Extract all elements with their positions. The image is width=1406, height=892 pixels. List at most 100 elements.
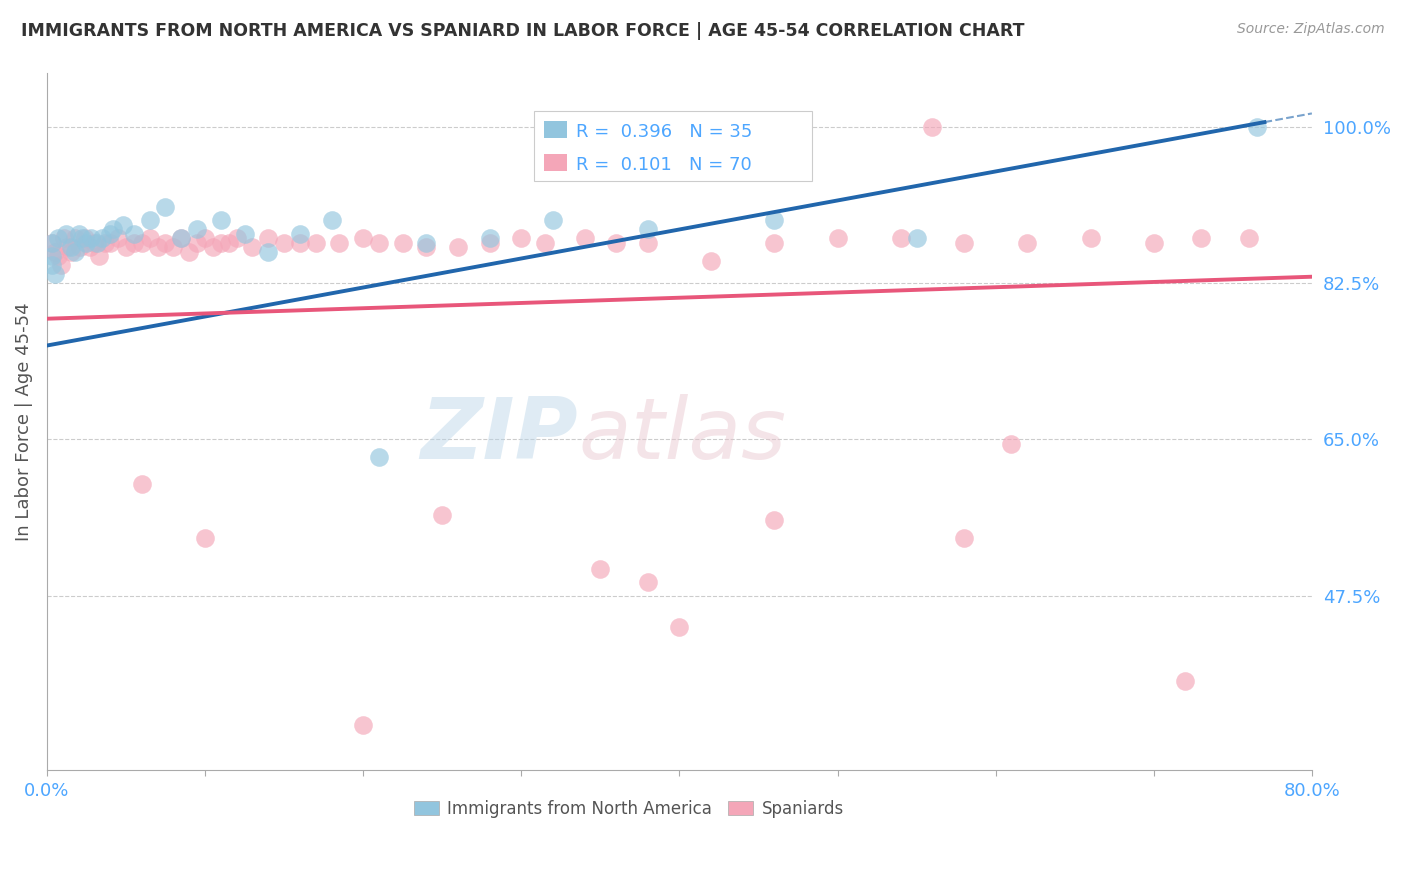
Point [763,213,786,227]
Point [352,231,374,245]
Point [288,227,311,241]
Point [510,231,533,245]
Point [75,235,97,250]
Point [91,231,114,245]
Point [179,244,201,259]
Point [541,213,564,227]
Point [605,235,627,250]
Point [186,235,208,250]
Point [65,244,87,259]
Point [98,227,121,241]
Point [155,235,177,250]
Point [98,235,121,250]
Point [1189,231,1212,245]
Text: R =  0.396   N = 35: R = 0.396 N = 35 [575,123,752,141]
Point [1000,437,1022,451]
Point [115,240,138,254]
Point [1237,231,1260,245]
Point [170,231,193,245]
Point [273,235,295,250]
Point [589,562,612,576]
Point [905,231,928,245]
Point [328,235,350,250]
Point [44,244,66,259]
Point [59,240,82,254]
Text: IMMIGRANTS FROM NORTH AMERICA VS SPANIARD IN LABOR FORCE | AGE 45-54 CORRELATION: IMMIGRANTS FROM NORTH AMERICA VS SPANIAR… [21,22,1025,40]
Point [218,235,240,250]
Point [668,620,690,634]
Point [111,218,134,232]
Point [637,575,659,590]
Point [59,244,82,259]
Point [46,231,69,245]
Text: atlas: atlas [578,394,786,477]
Point [55,227,77,241]
Point [242,240,264,254]
Point [131,477,153,491]
Point [94,235,117,250]
Point [103,222,125,236]
Point [233,227,256,241]
Point [162,240,184,254]
Point [415,240,437,254]
Point [534,235,557,250]
Text: Source: ZipAtlas.com: Source: ZipAtlas.com [1237,22,1385,37]
Point [257,231,280,245]
Point [257,244,280,259]
Point [415,235,437,250]
Point [368,450,391,465]
Point [80,231,103,245]
Point [41,249,63,263]
Text: R =  0.101   N = 70: R = 0.101 N = 70 [575,156,751,174]
Point [87,249,110,263]
Point [637,222,659,236]
Point [352,718,374,732]
Point [155,200,177,214]
Point [368,235,391,250]
Point [70,231,93,245]
Point [478,231,501,245]
Point [447,240,470,254]
Point [170,231,193,245]
Point [56,240,79,254]
Point [827,231,849,245]
Point [1080,231,1102,245]
Point [432,508,454,523]
FancyBboxPatch shape [534,112,813,181]
Point [131,235,153,250]
Point [146,240,169,254]
Point [122,235,145,250]
Point [46,249,69,263]
Point [921,120,943,134]
Point [763,513,786,527]
Point [73,231,96,245]
Point [186,222,208,236]
Point [194,531,217,545]
Point [763,235,786,250]
Point [1017,235,1039,250]
Point [201,240,224,254]
Text: ZIP: ZIP [420,394,578,477]
Bar [544,121,567,137]
Point [1143,235,1166,250]
Point [122,227,145,241]
Point [225,231,247,245]
Point [700,253,723,268]
Point [953,531,976,545]
Bar [544,154,567,170]
Point [574,231,596,245]
Point [86,235,108,250]
Legend: Immigrants from North America, Spaniards: Immigrants from North America, Spaniards [406,793,851,824]
Point [305,235,328,250]
Point [41,235,63,250]
Point [391,235,413,250]
Point [49,258,72,272]
Point [321,213,343,227]
Point [138,213,160,227]
Point [67,227,90,241]
Point [1246,120,1268,134]
Point [890,231,912,245]
Point [209,235,232,250]
Point [83,235,105,250]
Point [288,235,311,250]
